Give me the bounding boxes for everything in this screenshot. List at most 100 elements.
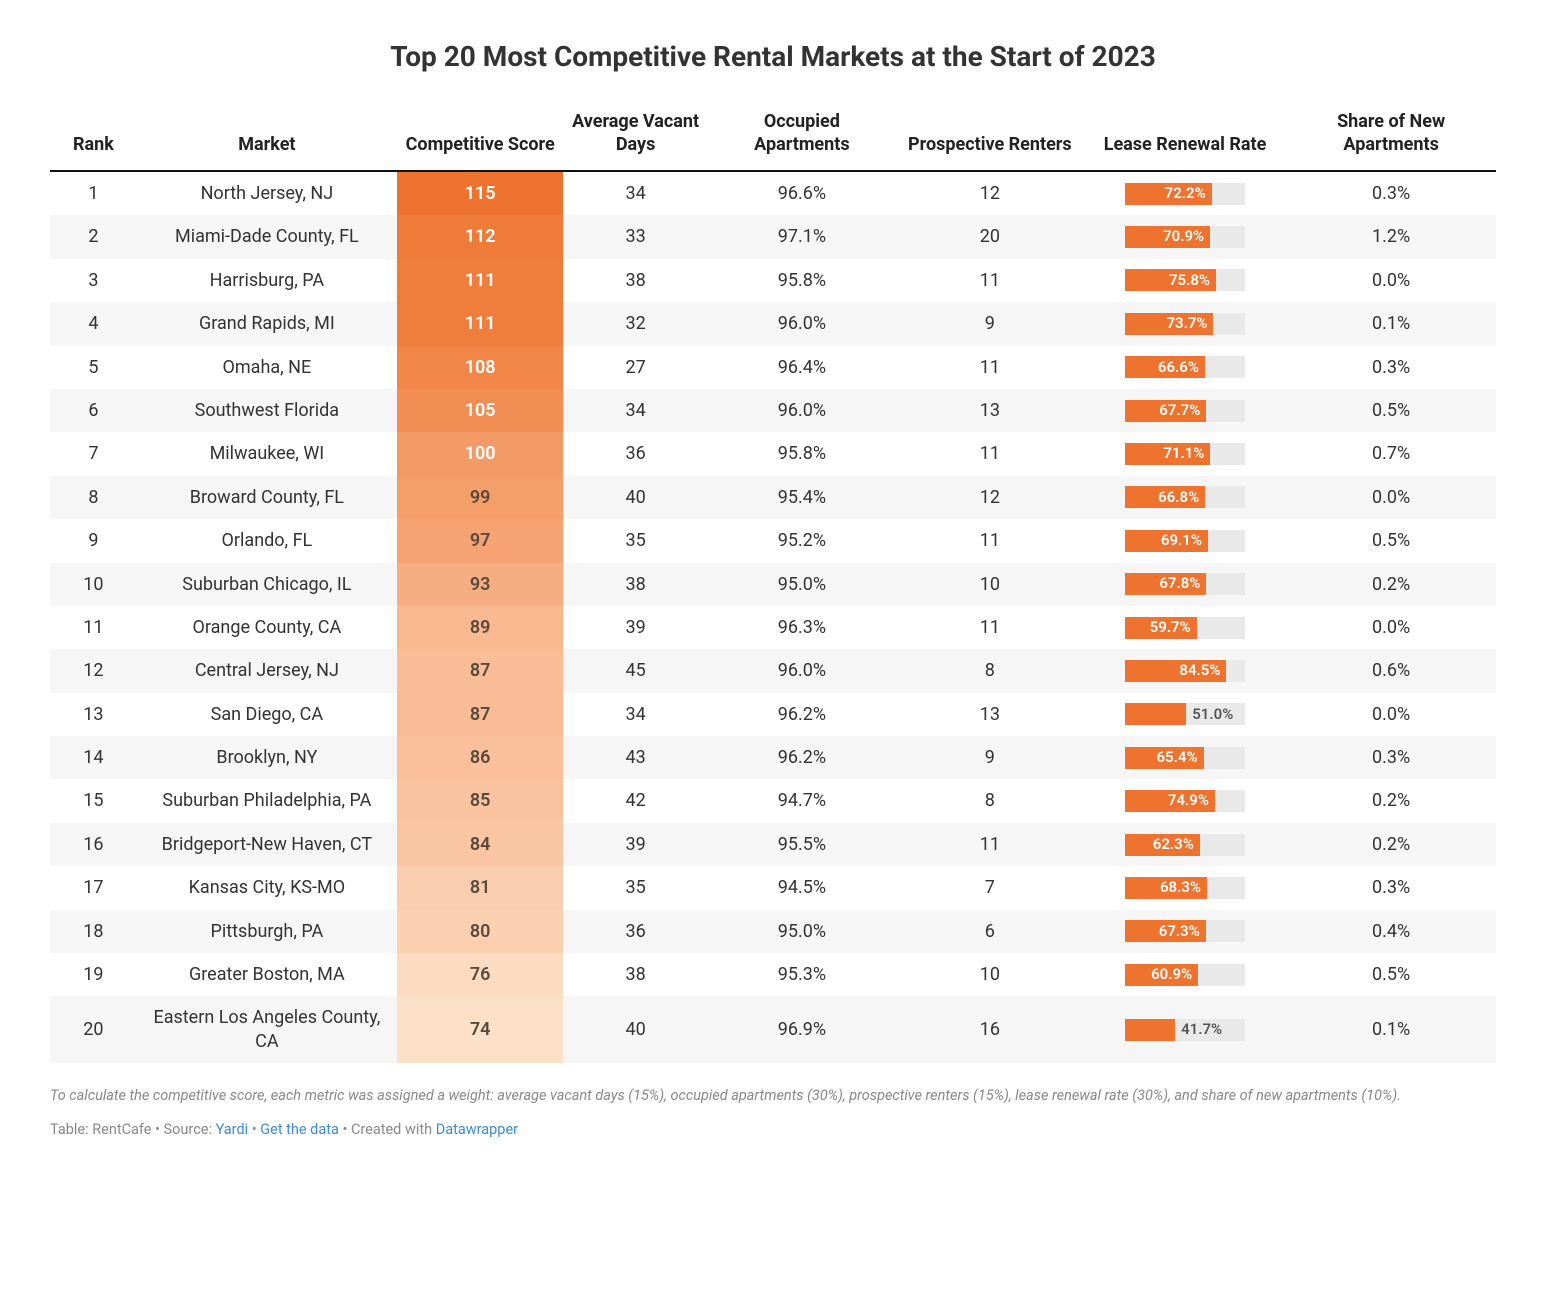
column-header-vacant: Average Vacant Days <box>563 101 708 171</box>
cell-score: 86 <box>397 736 563 779</box>
cell-score: 115 <box>397 171 563 215</box>
cell-score: 99 <box>397 476 563 519</box>
cell-renters: 8 <box>896 649 1084 692</box>
column-header-renters: Prospective Renters <box>896 101 1084 171</box>
cell-lease-rate: 75.8% <box>1084 259 1286 302</box>
cell-score: 74 <box>397 996 563 1063</box>
cell-occupied: 96.4% <box>708 346 896 389</box>
table-row: 3Harrisburg, PA1113895.8%1175.8%0.0% <box>50 259 1496 302</box>
cell-market: Suburban Philadelphia, PA <box>137 779 397 822</box>
table-row: 11Orange County, CA893996.3%1159.7%0.0% <box>50 606 1496 649</box>
cell-market: Milwaukee, WI <box>137 432 397 475</box>
cell-occupied: 96.3% <box>708 606 896 649</box>
cell-vacant-days: 36 <box>563 432 708 475</box>
cell-rank: 11 <box>50 606 137 649</box>
cell-rank: 4 <box>50 302 137 345</box>
cell-lease-rate: 68.3% <box>1084 866 1286 909</box>
cell-new-apartments: 1.2% <box>1286 215 1496 258</box>
cell-occupied: 96.6% <box>708 171 896 215</box>
cell-market: Suburban Chicago, IL <box>137 563 397 606</box>
cell-market: Pittsburgh, PA <box>137 910 397 953</box>
table-row: 15Suburban Philadelphia, PA854294.7%874.… <box>50 779 1496 822</box>
cell-vacant-days: 35 <box>563 519 708 562</box>
cell-occupied: 96.2% <box>708 736 896 779</box>
table-row: 6Southwest Florida1053496.0%1367.7%0.5% <box>50 389 1496 432</box>
cell-vacant-days: 40 <box>563 476 708 519</box>
cell-market: Brooklyn, NY <box>137 736 397 779</box>
cell-rank: 9 <box>50 519 137 562</box>
cell-market: Miami-Dade County, FL <box>137 215 397 258</box>
cell-market: Kansas City, KS-MO <box>137 866 397 909</box>
cell-rank: 18 <box>50 910 137 953</box>
source-link[interactable]: Yardi <box>216 1121 249 1138</box>
table-row: 9Orlando, FL973595.2%1169.1%0.5% <box>50 519 1496 562</box>
cell-lease-rate: 72.2% <box>1084 171 1286 215</box>
footnote: To calculate the competitive score, each… <box>50 1085 1496 1106</box>
cell-renters: 13 <box>896 389 1084 432</box>
cell-score: 84 <box>397 823 563 866</box>
table-row: 1North Jersey, NJ1153496.6%1272.2%0.3% <box>50 171 1496 215</box>
cell-score: 85 <box>397 779 563 822</box>
cell-occupied: 96.2% <box>708 693 896 736</box>
cell-rank: 13 <box>50 693 137 736</box>
table-row: 10Suburban Chicago, IL933895.0%1067.8%0.… <box>50 563 1496 606</box>
cell-market: Bridgeport-New Haven, CT <box>137 823 397 866</box>
cell-vacant-days: 34 <box>563 389 708 432</box>
cell-rank: 14 <box>50 736 137 779</box>
table-container: Top 20 Most Competitive Rental Markets a… <box>50 40 1496 1138</box>
cell-vacant-days: 39 <box>563 823 708 866</box>
cell-vacant-days: 45 <box>563 649 708 692</box>
cell-vacant-days: 39 <box>563 606 708 649</box>
cell-vacant-days: 43 <box>563 736 708 779</box>
cell-new-apartments: 0.4% <box>1286 910 1496 953</box>
cell-occupied: 95.8% <box>708 259 896 302</box>
cell-renters: 8 <box>896 779 1084 822</box>
cell-lease-rate: 70.9% <box>1084 215 1286 258</box>
cell-market: San Diego, CA <box>137 693 397 736</box>
cell-vacant-days: 38 <box>563 259 708 302</box>
cell-lease-rate: 60.9% <box>1084 953 1286 996</box>
cell-rank: 7 <box>50 432 137 475</box>
table-row: 7Milwaukee, WI1003695.8%1171.1%0.7% <box>50 432 1496 475</box>
cell-rank: 17 <box>50 866 137 909</box>
cell-renters: 11 <box>896 432 1084 475</box>
cell-new-apartments: 0.1% <box>1286 302 1496 345</box>
table-row: 2Miami-Dade County, FL1123397.1%2070.9%1… <box>50 215 1496 258</box>
get-data-link[interactable]: Get the data <box>260 1121 339 1138</box>
cell-score: 111 <box>397 302 563 345</box>
cell-renters: 16 <box>896 996 1084 1063</box>
cell-occupied: 96.0% <box>708 302 896 345</box>
cell-renters: 11 <box>896 519 1084 562</box>
cell-rank: 5 <box>50 346 137 389</box>
cell-renters: 11 <box>896 346 1084 389</box>
cell-occupied: 95.0% <box>708 910 896 953</box>
table-row: 5Omaha, NE1082796.4%1166.6%0.3% <box>50 346 1496 389</box>
table-row: 18Pittsburgh, PA803695.0%667.3%0.4% <box>50 910 1496 953</box>
cell-occupied: 95.2% <box>708 519 896 562</box>
cell-rank: 12 <box>50 649 137 692</box>
cell-new-apartments: 0.0% <box>1286 259 1496 302</box>
cell-occupied: 95.3% <box>708 953 896 996</box>
cell-renters: 7 <box>896 866 1084 909</box>
table-header: RankMarketCompetitive ScoreAverage Vacan… <box>50 101 1496 171</box>
cell-renters: 9 <box>896 736 1084 779</box>
cell-new-apartments: 0.7% <box>1286 432 1496 475</box>
cell-vacant-days: 36 <box>563 910 708 953</box>
cell-renters: 6 <box>896 910 1084 953</box>
cell-occupied: 95.8% <box>708 432 896 475</box>
cell-score: 76 <box>397 953 563 996</box>
cell-score: 93 <box>397 563 563 606</box>
cell-lease-rate: 41.7% <box>1084 996 1286 1063</box>
cell-market: Broward County, FL <box>137 476 397 519</box>
cell-new-apartments: 0.0% <box>1286 476 1496 519</box>
cell-occupied: 96.0% <box>708 389 896 432</box>
cell-lease-rate: 71.1% <box>1084 432 1286 475</box>
tool-link[interactable]: Datawrapper <box>436 1121 518 1138</box>
table-row: 20Eastern Los Angeles County, CA744096.9… <box>50 996 1496 1063</box>
credits-sep2: • Created with <box>339 1121 436 1138</box>
cell-vacant-days: 33 <box>563 215 708 258</box>
cell-renters: 13 <box>896 693 1084 736</box>
cell-occupied: 94.5% <box>708 866 896 909</box>
cell-lease-rate: 51.0% <box>1084 693 1286 736</box>
cell-vacant-days: 38 <box>563 563 708 606</box>
